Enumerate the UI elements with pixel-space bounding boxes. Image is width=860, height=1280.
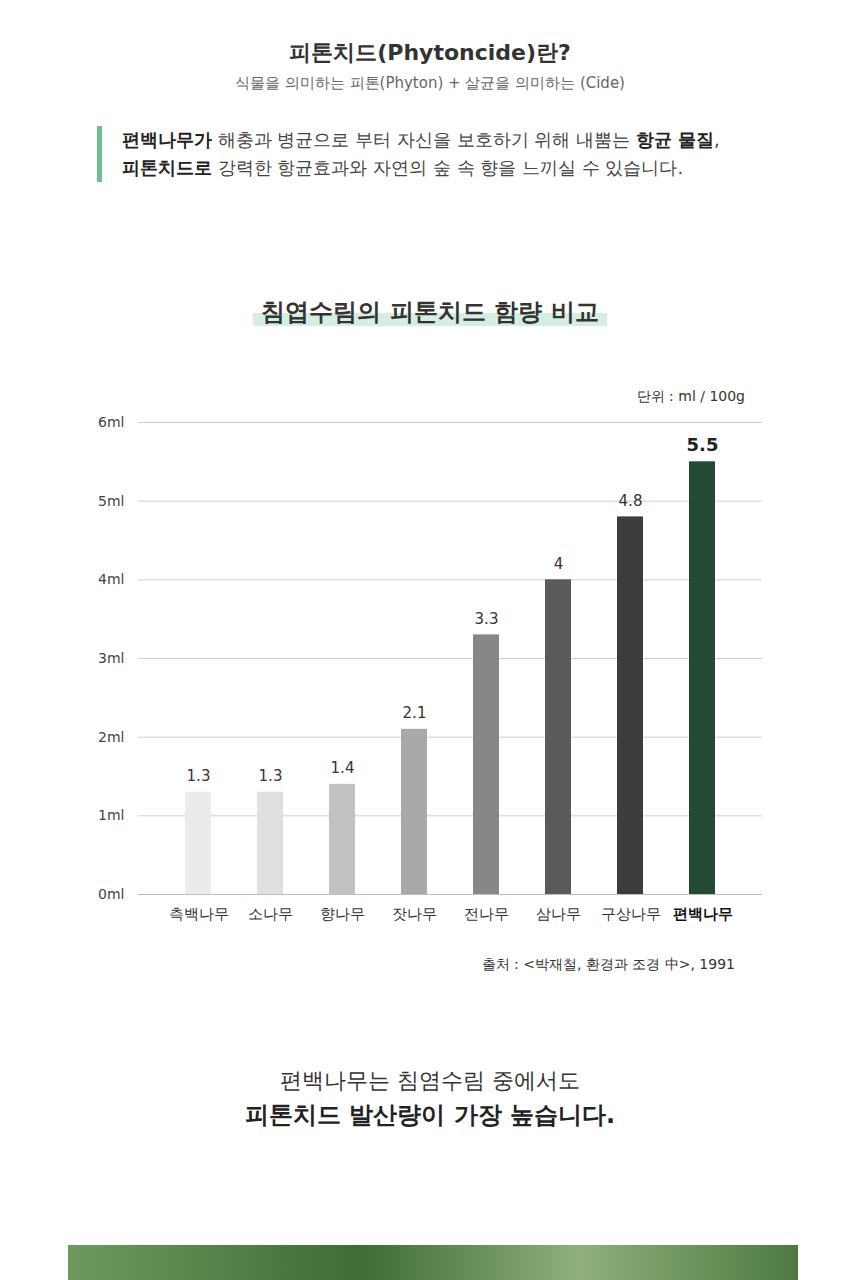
html-text:피톤치드 발산량이 가장 높습니다.: 피톤치드 발산량이 가장 높습니다.: [244, 1101, 616, 1129]
html-text:식물을 의미하는 피톤(Phyton) + 살균을 의미하는: 식물을 의미하는 피톤(Phyton) + 살균을 의미하는 (Cide): [235, 74, 625, 92]
svg-text:1.3: 1.3: [259, 767, 283, 785]
svg-text:편백나무: 편백나무: [673, 905, 733, 923]
svg-text:0ml: 0ml: [98, 886, 124, 902]
html-text:편백나무가해충과 병균으로 부터 자신을 보호하기 위해 내: 편백나무가해충과 병균으로 부터 자신을 보호하기 위해 내뿜는항균 물질,: [122, 129, 720, 150]
svg-text:1.3: 1.3: [187, 767, 211, 785]
svg-text:4: 4: [554, 555, 564, 573]
svg-text:2.1: 2.1: [403, 704, 427, 722]
html-text:출처 : <박재철, 환경과 조경 中>, 1991: 출처 : <박재철, 환경과 조경 中>, 1991: [481, 956, 735, 972]
html-text:편백나무는 침염수림 중에서도: 편백나무는 침염수림 중에서도: [280, 1068, 580, 1093]
svg-text:구상나무: 구상나무: [601, 905, 661, 923]
svg-text:1ml: 1ml: [98, 807, 124, 823]
svg-text:5.5: 5.5: [687, 434, 719, 455]
html-text:피톤치드(Phytoncide)란?: 피톤치드(Phytoncide)란?: [289, 40, 571, 65]
svg-text:4.8: 4.8: [619, 492, 643, 510]
svg-text:전나무: 전나무: [464, 905, 509, 923]
svg-text:소나무: 소나무: [248, 905, 293, 923]
svg-text:삼나무: 삼나무: [536, 905, 581, 923]
svg-text:1.4: 1.4: [331, 759, 355, 777]
svg-text:측백나무: 측백나무: [169, 905, 229, 923]
svg-text:4ml: 4ml: [98, 571, 124, 587]
svg-text:3.3: 3.3: [475, 610, 499, 628]
svg-text:6ml: 6ml: [98, 414, 124, 430]
svg-text:향나무: 향나무: [320, 905, 365, 923]
svg-text:5ml: 5ml: [98, 493, 124, 509]
html-text:단위 : ml / 100g: 단위 : ml / 100g: [636, 388, 745, 404]
svg-text:3ml: 3ml: [98, 650, 124, 666]
html-text:피톤치드로강력한 항균효과와 자연의 숲 속 향을 느끼실: 피톤치드로강력한 항균효과와 자연의 숲 속 향을 느끼실 수 있습니다.: [122, 157, 684, 178]
html-text:침엽수림의 피톤치드 함량 비교: 침엽수림의 피톤치드 함량 비교: [261, 298, 599, 326]
svg-text:2ml: 2ml: [98, 729, 124, 745]
svg-text:잣나무: 잣나무: [392, 905, 437, 923]
